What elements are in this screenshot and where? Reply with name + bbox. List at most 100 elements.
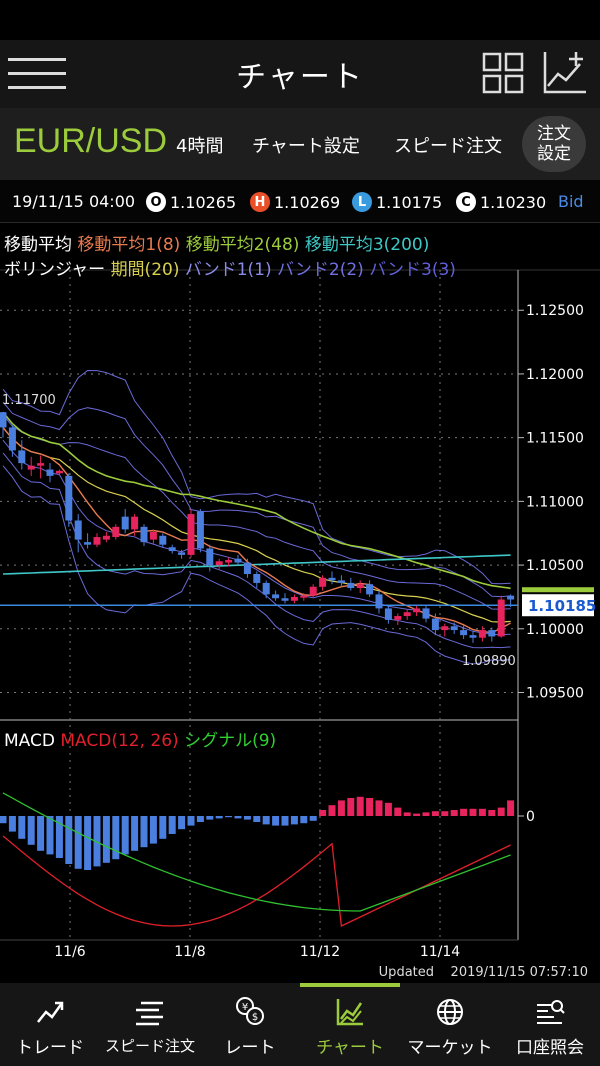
layout-grid-icon[interactable] <box>482 52 524 94</box>
page-title: チャート <box>236 60 364 95</box>
macd-histogram-bar <box>178 816 186 830</box>
open-price: 1.10265 <box>170 192 237 212</box>
nav-account[interactable]: 口座照会 <box>500 983 600 1066</box>
candle-body <box>121 516 129 530</box>
ma1-legend: 移動平均1(8) <box>77 235 181 255</box>
chart-settings-button[interactable]: チャート設定 <box>252 136 360 157</box>
candle-body <box>366 584 374 595</box>
ma2-legend: 移動平均2(48) <box>185 235 300 255</box>
macd-histogram-bar <box>413 813 421 816</box>
order-settings-button[interactable]: 注文 設定 <box>522 116 586 172</box>
macd-histogram-bar <box>450 810 458 816</box>
current-price-tag-bg <box>522 594 594 617</box>
macd-histogram-bar <box>328 805 336 816</box>
candle-body <box>441 626 449 631</box>
nav-speed-order-label: スピード注文 <box>104 1037 195 1055</box>
macd-histogram-bar <box>497 807 505 816</box>
high-price: 1.10269 <box>274 192 341 212</box>
band1-legend: バンド1(1) <box>184 260 272 280</box>
ma2-line <box>2 411 511 590</box>
ma-legend-label: 移動平均 <box>4 235 72 255</box>
macd-histogram-bar <box>347 798 355 816</box>
candle-body <box>384 608 392 620</box>
nav-rate[interactable]: ¥ $ レート <box>200 983 300 1066</box>
macd-histogram-bar <box>356 796 364 816</box>
macd-histogram-bar <box>196 816 204 822</box>
menu-icon[interactable] <box>8 56 66 92</box>
candle-body <box>507 595 515 600</box>
candle-body <box>319 577 327 587</box>
candle-body <box>27 465 35 470</box>
speed-order-icon <box>136 1001 163 1026</box>
macd-histogram-bar <box>253 816 261 822</box>
candle-body <box>234 558 242 563</box>
candle-body <box>281 598 289 601</box>
candle-body <box>84 542 92 545</box>
nav-market-label: マーケット <box>407 1038 493 1058</box>
candle-body <box>450 626 458 631</box>
price-chart[interactable]: 11/6 11/8 11/12 11/14 1.12500 1.12000 1.11500 1… <box>0 222 600 962</box>
candle-body <box>65 475 73 521</box>
bollinger-band3-lower <box>2 465 511 665</box>
macd-histogram-bar <box>300 816 308 824</box>
macd-histogram-bar <box>478 808 486 816</box>
nav-trade[interactable]: トレード <box>0 983 100 1066</box>
candle-body <box>149 531 157 540</box>
candle-body <box>187 514 195 555</box>
candle-body <box>18 450 26 464</box>
bollinger-band2-upper <box>2 401 511 598</box>
nav-market[interactable]: マーケット <box>400 983 500 1066</box>
currency-pair-selector[interactable]: EUR/USD <box>14 122 168 160</box>
candle-body <box>328 577 336 581</box>
macd-histogram-bar <box>309 816 317 821</box>
candle-body <box>337 580 345 583</box>
app-header <box>0 40 600 108</box>
candle-body <box>178 552 186 555</box>
macd-histogram-bar <box>112 816 120 860</box>
macd-histogram-bar <box>8 816 16 832</box>
price-type-toggle[interactable]: Bid <box>558 192 584 211</box>
candle-body <box>272 594 280 599</box>
candle-body <box>290 596 298 601</box>
macd-histogram-bar <box>187 816 195 826</box>
candle-body <box>55 470 63 474</box>
candle-body <box>356 584 364 589</box>
macd-line-legend: MACD(12, 26) <box>60 731 179 751</box>
macd-histogram-bar <box>46 816 54 855</box>
candle-body <box>394 616 402 620</box>
macd-histogram-bar <box>168 816 176 834</box>
bollinger-mid-line <box>2 427 511 623</box>
current-price-tag-accent <box>522 587 594 593</box>
macd-histogram-bar <box>441 811 449 816</box>
macd-legend-label: MACD <box>4 731 55 751</box>
nav-speed-order[interactable]: スピード注文 <box>100 983 200 1066</box>
candle-body <box>469 635 477 638</box>
ma3-line <box>2 554 511 575</box>
candle-body <box>225 559 233 563</box>
chart-icon <box>336 999 363 1026</box>
candle-body <box>243 562 251 575</box>
macd-histogram-bar <box>131 816 139 851</box>
macd-histogram-bar <box>215 816 223 819</box>
candle-body <box>206 548 214 566</box>
macd-histogram-bar <box>366 798 374 816</box>
timeframe-button[interactable]: 4時間 <box>176 136 224 157</box>
account-inquiry-icon <box>537 1000 565 1024</box>
macd-histogram-bar <box>507 800 515 816</box>
nav-chart[interactable]: チャート <box>300 983 400 1066</box>
candle-body <box>309 586 317 596</box>
candle-datetime: 19/11/15 04:00 <box>12 192 136 211</box>
updated-datetime: 2019/11/15 07:57:10 <box>450 965 588 980</box>
candle-body <box>422 608 430 619</box>
nav-trade-label: トレード <box>16 1038 84 1058</box>
trade-icon <box>37 1001 64 1023</box>
price-tick-label: 1.12000 <box>526 367 584 383</box>
candle-body <box>478 630 486 638</box>
add-indicator-icon[interactable] <box>542 50 588 96</box>
ohlc-bar: 19/11/15 04:00 O 1.10265 H 1.10269 L 1.1017… <box>0 180 600 223</box>
speed-order-button[interactable]: スピード注文 <box>394 136 502 157</box>
min-price-label: 1.09890 <box>462 654 516 669</box>
macd-histogram-bar <box>159 816 167 839</box>
updated-timestamp: Updated 2019/11/15 07:57:10 <box>379 965 588 980</box>
current-price-label: 1.10185 <box>528 597 596 615</box>
